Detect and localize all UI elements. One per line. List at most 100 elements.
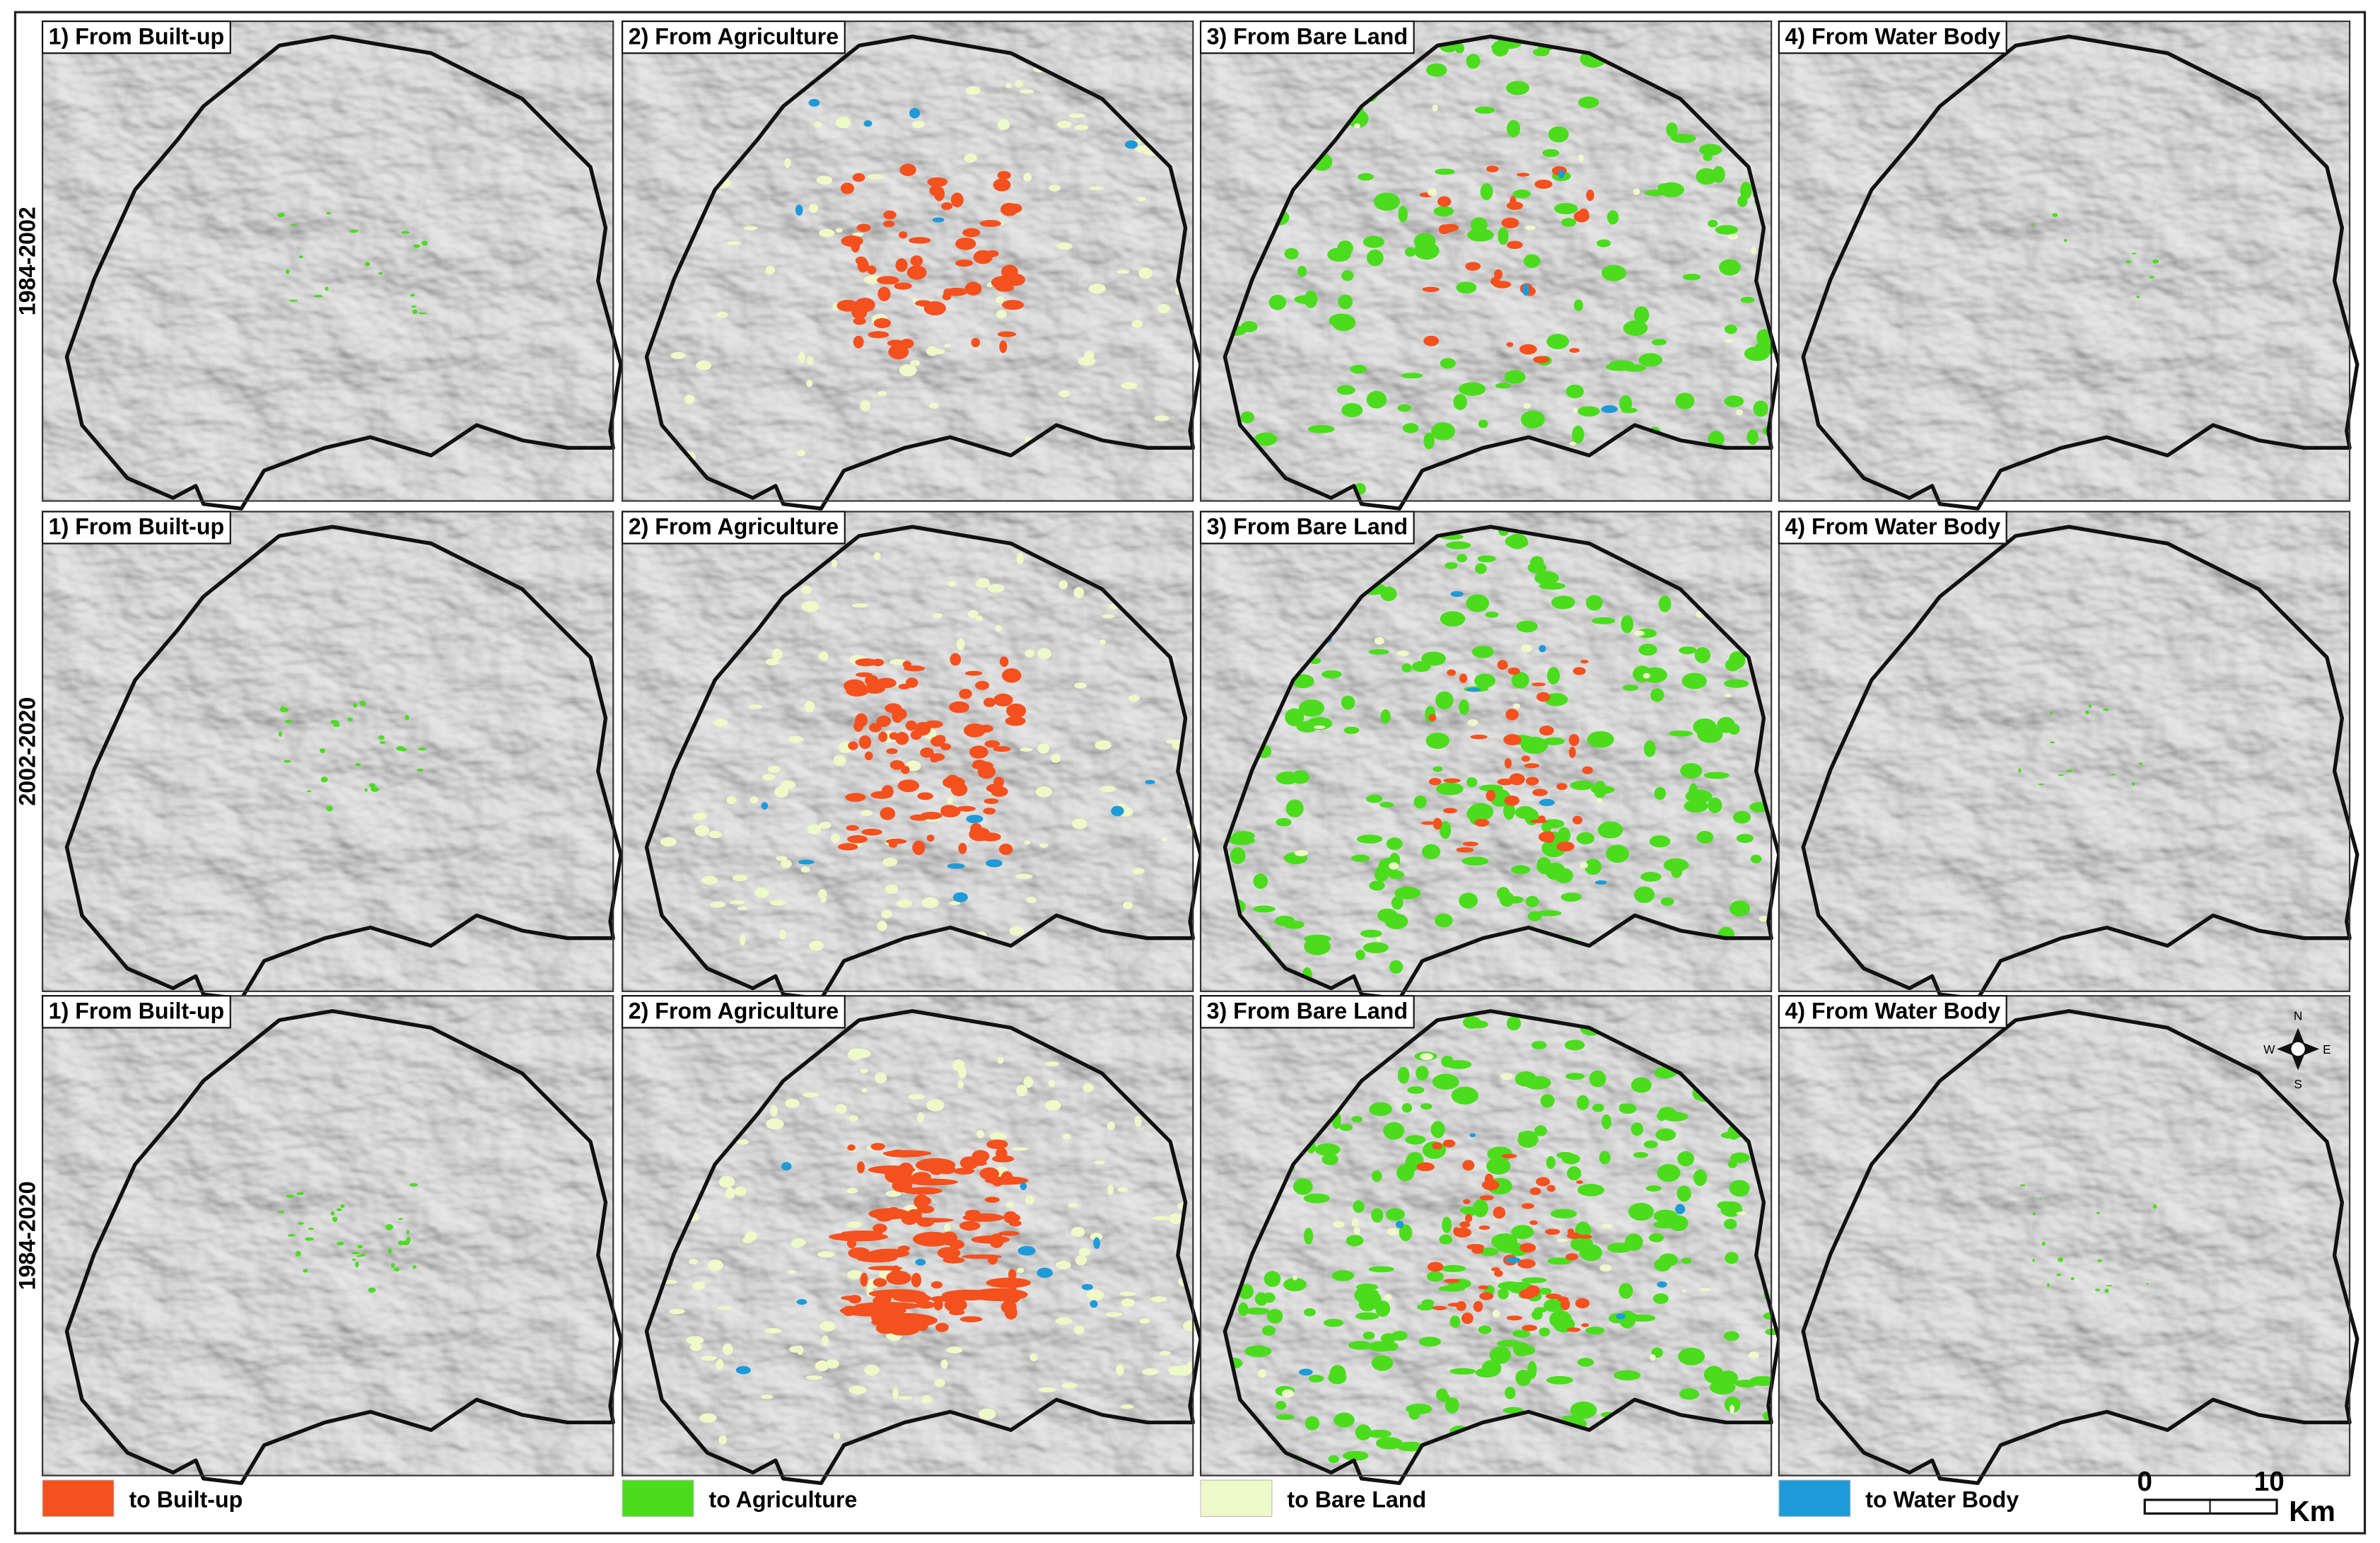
patch (692, 813, 707, 820)
patch (1019, 89, 1034, 94)
patch (800, 866, 810, 873)
patch (807, 356, 814, 366)
patch (1590, 786, 1615, 794)
patch (1623, 685, 1639, 691)
patch (894, 282, 912, 290)
panel-title: 3) From Bare Land (1207, 998, 1408, 1023)
patch (1116, 1364, 1124, 1376)
patch (1456, 847, 1474, 853)
patch (1435, 691, 1454, 710)
change-patches (656, 1040, 1200, 1447)
patch (846, 1238, 857, 1249)
patch (1575, 1298, 1590, 1309)
compass-n: N (2294, 1009, 2302, 1023)
patch (1519, 344, 1537, 355)
patch (2041, 1242, 2046, 1246)
patch (897, 779, 919, 793)
patch (1520, 644, 1532, 653)
patch (1480, 182, 1493, 201)
patch (1442, 1139, 1456, 1148)
patch (1492, 1309, 1500, 1318)
patch (943, 1257, 965, 1264)
patch (1577, 1184, 1605, 1196)
patch (1556, 783, 1568, 791)
patch (1025, 1195, 1035, 1205)
patch (1418, 1337, 1442, 1347)
frame (13, 11, 2367, 1535)
patch (1594, 880, 1607, 885)
patch (1547, 1257, 1573, 1265)
patch (2138, 762, 2143, 765)
patch (1284, 248, 1299, 260)
patch (1358, 173, 1374, 181)
patch (1479, 1195, 1494, 1201)
map-panel: 2) From Agriculture (622, 995, 1201, 1483)
patch (1120, 1404, 1134, 1409)
patch (1725, 658, 1740, 672)
patch (1088, 284, 1107, 294)
patch (1520, 736, 1548, 754)
patch (1578, 208, 1589, 220)
patch (336, 1208, 342, 1211)
panel-title: 4) From Water Body (1785, 514, 2001, 540)
patch (1384, 1293, 1392, 1302)
patch (1463, 1199, 1471, 1204)
patch (917, 792, 933, 800)
patch (887, 339, 905, 347)
patch (418, 747, 426, 751)
patch (969, 745, 988, 759)
patch (364, 788, 368, 792)
patch (1379, 801, 1394, 808)
patch (1044, 1100, 1061, 1111)
patch (1561, 892, 1582, 902)
patch (1432, 1142, 1442, 1150)
patch (1648, 1233, 1664, 1242)
patch (937, 1247, 961, 1259)
patch (1703, 772, 1730, 779)
patch (1122, 901, 1133, 909)
patch (957, 239, 973, 246)
patch (739, 933, 746, 946)
patch (1003, 1211, 1018, 1224)
patch (1577, 406, 1600, 417)
panel-title: 1) From Built-up (49, 23, 225, 49)
patch (1466, 777, 1478, 788)
patch (298, 255, 303, 259)
patch (692, 1281, 706, 1291)
patch (857, 258, 869, 273)
patch (983, 697, 996, 707)
patch (1398, 205, 1408, 223)
patch (821, 1335, 829, 1346)
patch (847, 1049, 863, 1061)
patch (1471, 646, 1494, 658)
patch (1264, 1271, 1281, 1287)
patch (1666, 122, 1678, 137)
patch (860, 1068, 869, 1073)
patch (1268, 294, 1287, 310)
patch (1534, 180, 1553, 190)
patch (1546, 667, 1561, 685)
patch (1679, 1388, 1700, 1400)
patch (1589, 1070, 1606, 1088)
row-label: 1984-2002 (14, 206, 40, 315)
patch (1001, 1171, 1013, 1185)
patch (1356, 1283, 1379, 1291)
patch (865, 675, 879, 687)
patch (1519, 1288, 1536, 1299)
patch (963, 723, 986, 738)
patch (874, 1072, 887, 1084)
patch (1329, 1365, 1346, 1383)
patch (999, 656, 1009, 668)
patch (1521, 1277, 1547, 1283)
patch (1461, 1312, 1474, 1324)
patch (1597, 798, 1602, 803)
patch (952, 892, 968, 902)
patch (840, 182, 855, 194)
patch (861, 828, 882, 836)
patch (909, 107, 921, 119)
patch (873, 318, 892, 329)
patch (1494, 1269, 1503, 1277)
patch (1633, 1152, 1649, 1158)
patch (1055, 1260, 1071, 1269)
